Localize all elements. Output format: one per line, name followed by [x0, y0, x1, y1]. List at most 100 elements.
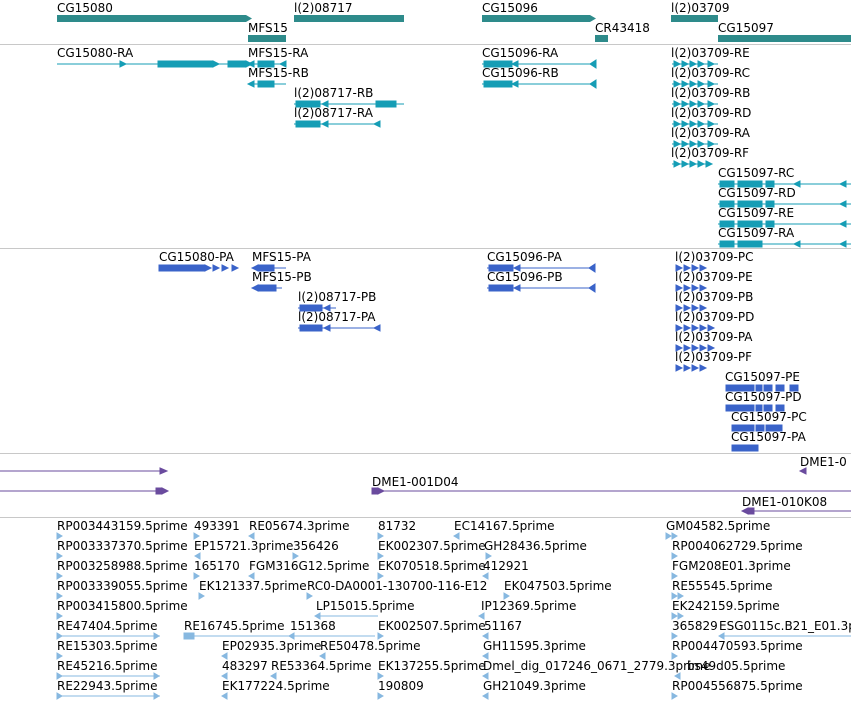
- clone-label[interactable]: DME1-010K08: [742, 495, 828, 509]
- est-label[interactable]: EK121337.5prime: [199, 579, 307, 593]
- est-label[interactable]: FGM208E01.3prime: [672, 559, 791, 573]
- protein-glyph[interactable]: [675, 284, 708, 292]
- est-glyph[interactable]: [56, 592, 63, 600]
- gene-glyph-l2-03709[interactable]: [671, 15, 718, 22]
- transcript-glyph[interactable]: [482, 59, 597, 69]
- est-glyph[interactable]: [319, 652, 326, 660]
- gene-label[interactable]: l(2)03709: [671, 1, 730, 15]
- protein-label[interactable]: l(2)03709-PE: [675, 270, 753, 284]
- est-label[interactable]: 165170: [194, 559, 240, 573]
- est-glyph[interactable]: [292, 552, 299, 560]
- est-label[interactable]: 190809: [378, 679, 424, 693]
- est-label[interactable]: RP004062729.5prime: [672, 539, 803, 553]
- est-label[interactable]: RE05674.3prime: [249, 519, 350, 533]
- est-label[interactable]: 412921: [483, 559, 529, 573]
- est-glyph[interactable]: [453, 532, 460, 540]
- est-glyph[interactable]: [56, 652, 63, 660]
- gene-label[interactable]: CG15080: [57, 1, 113, 15]
- transcript-glyph[interactable]: [718, 180, 851, 188]
- est-glyph[interactable]: [288, 632, 295, 640]
- transcript-glyph[interactable]: [672, 140, 718, 148]
- protein-label[interactable]: l(2)03709-PA: [675, 330, 753, 344]
- clone-glyph[interactable]: [0, 467, 169, 475]
- est-label[interactable]: EC14167.5prime: [454, 519, 555, 533]
- est-glyph[interactable]: [377, 692, 384, 700]
- clone-glyph[interactable]: [740, 507, 851, 515]
- protein-label[interactable]: l(2)03709-PD: [675, 310, 755, 324]
- est-label[interactable]: GH21049.3prime: [483, 679, 586, 693]
- est-label[interactable]: bs49d05.5prime: [687, 659, 786, 673]
- gene-glyph-cg15096[interactable]: [482, 15, 596, 22]
- clone-glyph[interactable]: [371, 487, 851, 495]
- est-label[interactable]: Dmel_dig_017246_0671_2779.3prime: [483, 659, 711, 673]
- transcript-label[interactable]: MFS15-RB: [248, 66, 309, 80]
- protein-glyph[interactable]: [675, 344, 716, 352]
- est-label[interactable]: RP003415800.5prime: [57, 599, 188, 613]
- est-label[interactable]: GH11595.3prime: [483, 639, 586, 653]
- est-glyph[interactable]: [485, 552, 492, 560]
- est-label[interactable]: 365829: [672, 619, 718, 633]
- est-glyph[interactable]: [671, 692, 678, 700]
- gene-glyph-cg15080[interactable]: [57, 15, 252, 22]
- est-glyph[interactable]: [270, 672, 277, 680]
- est-glyph[interactable]: [671, 552, 678, 560]
- protein-label[interactable]: l(2)03709-PC: [675, 250, 754, 264]
- est-label[interactable]: 493391: [194, 519, 240, 533]
- est-glyph[interactable]: [248, 572, 255, 580]
- protein-glyph[interactable]: [675, 324, 716, 332]
- transcript-glyph[interactable]: [294, 100, 404, 108]
- est-label[interactable]: EK002507.5prime: [378, 619, 486, 633]
- transcript-label[interactable]: l(2)03709-RA: [671, 126, 750, 140]
- est-glyph[interactable]: [56, 552, 63, 560]
- protein-glyph[interactable]: [675, 304, 708, 312]
- transcript-glyph[interactable]: [672, 80, 718, 88]
- transcript-glyph[interactable]: [672, 100, 718, 108]
- transcript-label[interactable]: CG15097-RA: [718, 226, 795, 240]
- gene-glyph-mfs15[interactable]: [248, 35, 286, 42]
- transcript-label[interactable]: l(2)03709-RF: [671, 146, 750, 160]
- est-label[interactable]: RP003443159.5prime: [57, 519, 188, 533]
- est-label[interactable]: RE47404.5prime: [57, 619, 158, 633]
- est-glyph[interactable]: [671, 592, 684, 600]
- est-glyph[interactable]: [248, 532, 255, 540]
- est-glyph[interactable]: [377, 672, 384, 680]
- protein-glyph[interactable]: [725, 404, 785, 412]
- est-glyph[interactable]: [478, 612, 485, 620]
- est-label[interactable]: EK047503.5prime: [504, 579, 612, 593]
- est-glyph[interactable]: [482, 652, 489, 660]
- clone-glyph[interactable]: [798, 467, 807, 475]
- est-glyph[interactable]: [377, 572, 384, 580]
- clone-label[interactable]: DME1-0: [800, 455, 847, 469]
- est-glyph[interactable]: [671, 572, 678, 580]
- transcript-label[interactable]: CG15097-RC: [718, 166, 795, 180]
- est-label[interactable]: EK177224.5prime: [222, 679, 330, 693]
- transcript-glyph[interactable]: [672, 160, 714, 168]
- transcript-glyph[interactable]: [718, 200, 851, 208]
- protein-glyph[interactable]: [250, 284, 282, 292]
- protein-label[interactable]: MFS15-PA: [252, 250, 311, 264]
- est-glyph[interactable]: [482, 692, 489, 700]
- transcript-label[interactable]: l(2)08717-RB: [294, 86, 374, 100]
- est-label[interactable]: ESG0115c.B21_E01.3p: [719, 619, 851, 633]
- est-label[interactable]: IP12369.5prime: [481, 599, 577, 613]
- protein-glyph[interactable]: [298, 324, 381, 332]
- est-label[interactable]: EP02935.3prime: [222, 639, 322, 653]
- est-label[interactable]: RE55545.5prime: [672, 579, 773, 593]
- transcript-label[interactable]: CG15096-RB: [482, 66, 559, 80]
- est-glyph[interactable]: [377, 632, 384, 640]
- est-glyph[interactable]: [377, 532, 384, 540]
- gene-glyph-l2-08717[interactable]: [294, 15, 404, 22]
- est-glyph[interactable]: [221, 672, 228, 680]
- protein-glyph[interactable]: [725, 384, 799, 392]
- protein-label[interactable]: CG15096-PA: [487, 250, 562, 264]
- est-label[interactable]: EK137255.5prime: [378, 659, 486, 673]
- transcript-label[interactable]: CG15097-RD: [718, 186, 796, 200]
- est-label[interactable]: 51167: [484, 619, 523, 633]
- protein-glyph[interactable]: [487, 283, 596, 293]
- transcript-label[interactable]: l(2)03709-RD: [671, 106, 752, 120]
- gene-glyph-cr43418[interactable]: [595, 35, 608, 42]
- est-glyph[interactable]: [56, 612, 63, 620]
- est-glyph[interactable]: [718, 632, 725, 640]
- est-glyph[interactable]: [671, 632, 678, 640]
- est-glyph[interactable]: [674, 672, 681, 680]
